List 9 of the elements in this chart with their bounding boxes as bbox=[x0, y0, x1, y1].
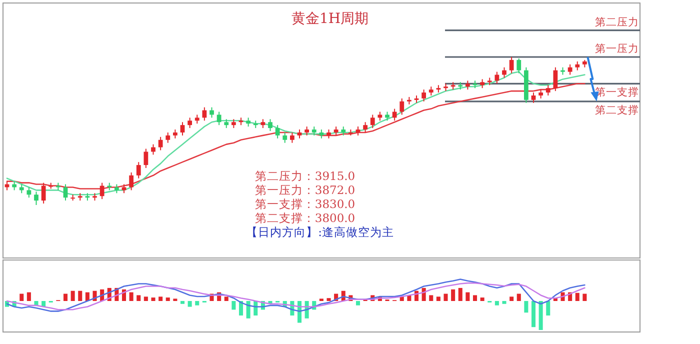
text: 【日内方向】:逢高做空为主 bbox=[246, 225, 394, 239]
ref-line-label: 第二压力 bbox=[595, 15, 639, 28]
text: 第二支撑：3800.0 bbox=[254, 211, 356, 225]
annotation: 第一压力：3872.0 bbox=[254, 183, 356, 197]
annotation: 第二压力：3915.0 bbox=[254, 169, 356, 183]
annotation: 第一支撑：3830.0 bbox=[254, 197, 356, 211]
ref-line-label: 第二支撑 bbox=[595, 103, 639, 116]
chart-title: 黄金1H周期 bbox=[291, 11, 369, 27]
ref-line-label: 第一压力 bbox=[595, 42, 639, 55]
